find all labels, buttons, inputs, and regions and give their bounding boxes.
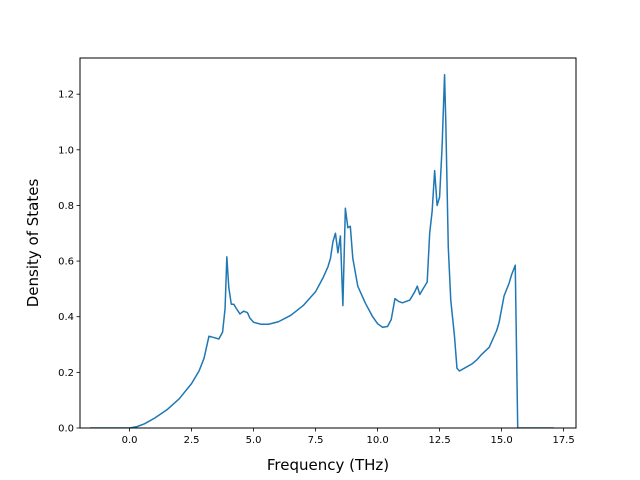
y-tick-label: 1.0	[58, 145, 74, 156]
axes-frame	[79, 57, 577, 429]
y-tick-label: 1.2	[58, 90, 74, 101]
x-tick-label: 10.0	[366, 435, 388, 446]
x-axis-label: Frequency (THz)	[267, 456, 389, 474]
x-tick-label: 15.0	[490, 435, 512, 446]
y-tick-label: 0.4	[58, 312, 74, 323]
y-tick-label: 0.6	[58, 257, 74, 268]
y-axis-label: Density of States	[24, 179, 42, 308]
plot-area	[89, 73, 554, 428]
y-tick-label: 0.2	[58, 368, 74, 379]
x-tick-label: 17.5	[552, 435, 574, 446]
y-tick-label: 0.8	[58, 201, 74, 212]
x-tick-label: 2.5	[184, 435, 200, 446]
dos-series-line	[89, 73, 554, 428]
x-tick-label: 0.0	[122, 435, 138, 446]
y-tick-label: 0.0	[58, 424, 74, 435]
x-tick-label: 12.5	[428, 435, 450, 446]
x-tick-label: 5.0	[246, 435, 262, 446]
x-tick-label: 7.5	[308, 435, 324, 446]
tick-group: 0.0 2.5 5.0 7.5 10.0 12.5 15.0 17.5 0.0 0.2 0.4 0.6…	[58, 90, 575, 446]
